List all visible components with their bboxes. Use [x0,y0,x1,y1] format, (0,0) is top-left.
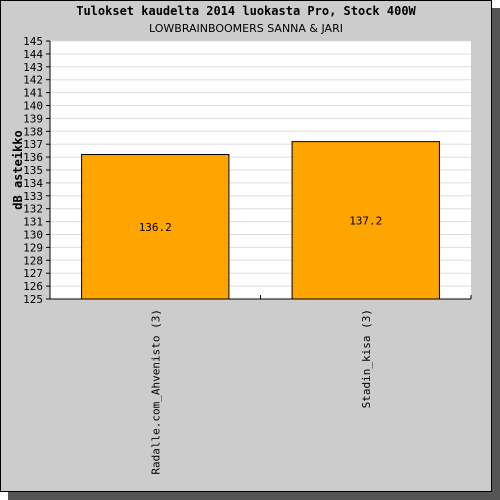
y-tick-label: 139 [23,112,43,125]
y-tick-label: 145 [23,35,43,48]
axes [46,40,472,300]
y-tick-label: 136 [23,151,43,164]
x-tick-label: Stadin_kisa (3) [360,309,373,408]
frame-shadow-bottom [8,492,500,500]
bar-data-label: 137.2 [349,214,382,227]
x-tick-label: Radalle.com_Ahvenisto (3) [149,309,162,475]
y-tick-label: 126 [23,280,43,293]
y-tick-label: 135 [23,164,43,177]
y-tick-label: 141 [23,87,43,100]
chart-title: Tulokset kaudelta 2014 luokasta Pro, Sto… [76,4,416,18]
y-tick-label: 132 [23,203,43,216]
y-tick-labels: 1251261271281291301311321331341351361371… [23,35,43,306]
y-tick-label: 140 [23,100,43,113]
y-tick-label: 129 [23,241,43,254]
y-tick-label: 128 [23,254,43,267]
y-tick-label: 137 [23,138,43,151]
y-tick-label: 131 [23,216,43,229]
y-tick-label: 127 [23,267,43,280]
y-tick-label: 138 [23,125,43,138]
bar [291,141,440,300]
bar [81,154,230,300]
y-tick-label: 134 [23,177,43,190]
frame-shadow-right [492,8,500,500]
y-tick-label: 143 [23,61,43,74]
y-axis-label: dB asteikko [11,130,25,209]
y-tick-label: 142 [23,74,43,87]
y-tick-label: 125 [23,293,43,306]
bar-data-label: 136.2 [139,221,172,234]
y-tick-label: 133 [23,190,43,203]
chart-subtitle: LOWBRAINBOOMERS SANNA & JARI [149,22,343,35]
x-tick-labels: Radalle.com_Ahvenisto (3) Stadin_kisa (3) [149,309,373,475]
bars: 136.2 137.2 [81,141,440,300]
y-tick-label: 130 [23,229,43,242]
y-tick-label: 144 [23,48,43,61]
